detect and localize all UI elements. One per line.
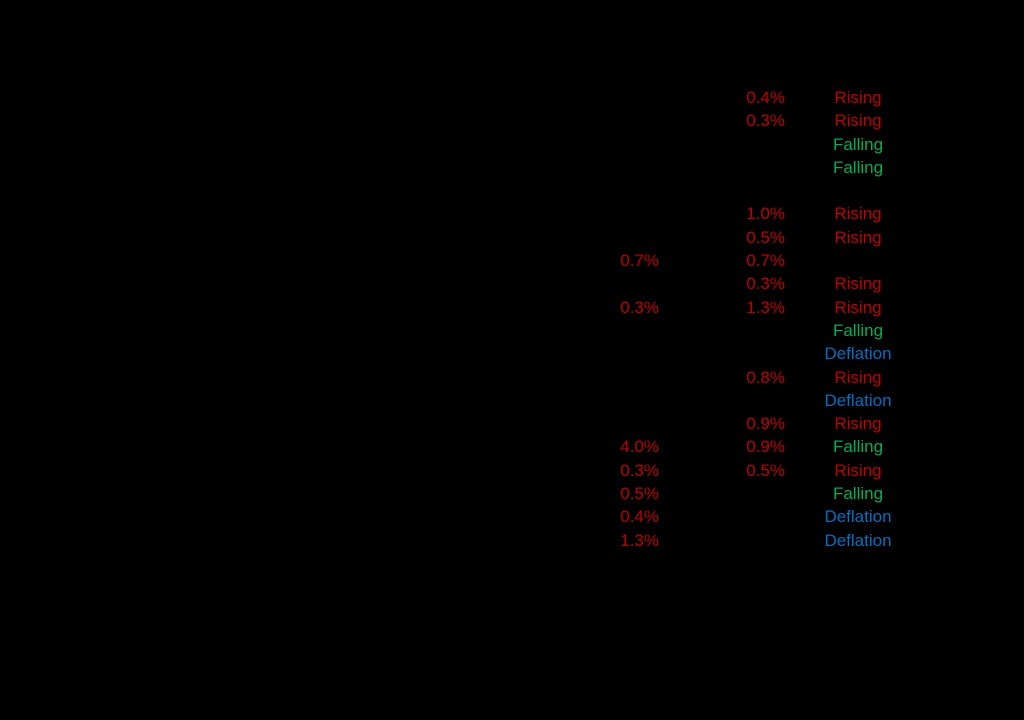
rate-cell-a: 4.0% [620,437,659,457]
trend-cell: Deflation [824,390,892,410]
rate-cell-a [560,86,659,109]
table-row: 0.7% 0.7% [0,249,1024,272]
rate-cell-b: 0.9% [746,414,785,434]
rate-cell-a: 0.7% [620,251,659,271]
table-row: 0.3% 1.3% Rising [0,296,1024,319]
rate-cell-a [560,412,659,435]
rate-cell-b: 0.3% [746,111,785,131]
rate-cell-a [560,133,659,156]
rate-cell-a: 0.3% [620,297,659,317]
rate-cell-b: 0.3% [746,274,785,294]
table-row: 0.3% Rising [0,272,1024,295]
trend-cell: Falling [832,157,884,177]
rate-cell-b: 1.0% [746,204,785,224]
table-row: Falling [0,133,1024,156]
trend-cell [798,179,918,202]
rate-cell-a [560,389,659,412]
rate-cell-b [686,133,785,156]
trend-cell: Deflation [824,507,892,527]
rate-cell-b: 0.9% [746,437,785,457]
rate-cell-a [560,156,659,179]
trend-cell: Rising [834,274,882,294]
trend-cell: Deflation [824,344,892,364]
table-row: Falling [0,319,1024,342]
rate-cell-a: 1.3% [620,530,659,550]
table-row: 0.3% 0.5% Rising [0,459,1024,482]
trend-cell: Rising [834,88,882,107]
trend-cell: Falling [832,134,884,154]
table-row: 0.8% Rising [0,366,1024,389]
table-row: 1.0% Rising [0,202,1024,225]
trend-cell: Deflation [824,530,892,550]
table-row: 1.3% Deflation [0,529,1024,552]
rate-cell-a [560,272,659,295]
trend-cell: Rising [834,414,882,434]
rate-cell-b: 0.4% [746,88,785,107]
trend-cell: Falling [832,437,884,457]
rate-cell-b [686,389,785,412]
table-row: Deflation [0,389,1024,412]
table-row: 0.4% Rising [0,86,1024,109]
rate-cell-a: 0.5% [620,484,659,504]
rate-cell-a [560,109,659,132]
rate-cell-a [560,342,659,365]
table-row: Deflation [0,342,1024,365]
inflation-table: 0.4% Rising 0.3% Rising Falling Falling … [0,86,1024,552]
rate-cell-a [560,226,659,249]
trend-cell: Falling [832,320,884,340]
table-row: Falling [0,156,1024,179]
table-row: 0.5% Rising [0,226,1024,249]
rate-cell-b: 1.3% [746,297,785,317]
rate-cell-b: 0.7% [746,251,785,271]
rate-cell-b [686,529,785,552]
rate-cell-b [686,319,785,342]
table-row [0,179,1024,202]
trend-cell: Falling [832,484,884,504]
rate-cell-b: 0.8% [746,367,785,387]
rate-cell-a: 0.4% [620,507,659,527]
table-row: 0.4% Deflation [0,505,1024,528]
rate-cell-a [560,366,659,389]
trend-cell: Rising [834,460,882,480]
rate-cell-b [686,482,785,505]
rate-cell-b [686,156,785,179]
trend-cell: Rising [834,367,882,387]
rate-cell-a: 0.3% [620,460,659,480]
rate-cell-b [686,179,785,202]
rate-cell-b: 0.5% [746,227,785,247]
table-row: 0.9% Rising [0,412,1024,435]
rate-cell-a [560,319,659,342]
trend-cell: Rising [834,204,882,224]
table-row: 4.0% 0.9% Falling [0,435,1024,458]
rate-cell-b [686,505,785,528]
rate-cell-b [686,342,785,365]
rate-cell-b: 0.5% [746,460,785,480]
trend-cell: Rising [834,227,882,247]
trend-cell [798,249,918,272]
table-row: 0.3% Rising [0,109,1024,132]
rate-cell-a [560,179,659,202]
table-row: 0.5% Falling [0,482,1024,505]
trend-cell: Rising [834,297,882,317]
trend-cell: Rising [834,111,882,131]
rate-cell-a [560,202,659,225]
